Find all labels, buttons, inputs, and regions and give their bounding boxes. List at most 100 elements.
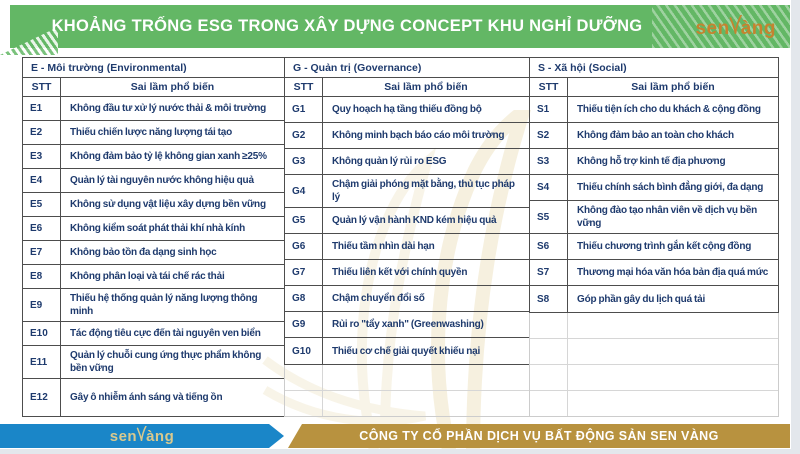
row-text: Quy hoạch hạ tầng thiếu đồng bộ <box>332 104 482 115</box>
row-text: Chậm giải phóng mặt bằng, thủ tục pháp l… <box>332 179 515 203</box>
table-row: S3 Không hỗ trợ kinh tế địa phương <box>530 149 778 175</box>
row-id: G2 <box>285 123 323 148</box>
row-id: S2 <box>530 123 568 148</box>
row-text: Không quản lý rủi ro ESG <box>332 156 447 167</box>
table-row: E11 Quản lý chuỗi cung ứng thực phẩm khô… <box>23 346 284 379</box>
table-row: E4 Quản lý tài nguyên nước không hiệu qu… <box>23 169 284 193</box>
table-row: G10 Thiếu cơ chế giải quyết khiếu nại <box>285 338 529 364</box>
row-id: E9 <box>23 289 61 321</box>
table-row: E12 Gây ô nhiễm ánh sáng và tiếng ồn <box>23 379 284 416</box>
row-text: Thiếu chương trình gắn kết cộng đồng <box>577 241 752 252</box>
group-title-environmental: E - Môi trường (Environmental) <box>23 58 284 78</box>
group-title-governance: G - Quản trị (Governance) <box>285 58 529 78</box>
table-row: S1 Thiếu tiện ích cho du khách & cộng đồ… <box>530 97 778 123</box>
banner-stripes-decoration <box>652 5 790 48</box>
table-row: E3 Không đảm bảo tỷ lệ không gian xanh ≥… <box>23 145 284 169</box>
table-row: S7 Thương mại hóa văn hóa bản địa quá mứ… <box>530 260 778 286</box>
row-id: E10 <box>23 322 61 345</box>
row-text: Không đảm bảo an toàn cho khách <box>577 130 734 141</box>
row-text: Không phân loại và tái chế rác thải <box>70 271 225 282</box>
row-id: E1 <box>23 97 61 120</box>
table-row: G1 Quy hoạch hạ tầng thiếu đồng bộ <box>285 97 529 123</box>
column-header-stt: STT <box>530 78 568 96</box>
column-header-mistake: Sai lầm phổ biến <box>384 81 468 93</box>
row-id: E6 <box>23 217 61 240</box>
row-text: Không sử dụng vật liệu xây dựng bền vững <box>70 199 266 210</box>
row-id: G10 <box>285 338 323 364</box>
group-title-social: S - Xã hội (Social) <box>530 58 778 78</box>
logo-text-prefix: sen <box>695 18 730 39</box>
table-row: E5 Không sử dụng vật liệu xây dựng bền v… <box>23 193 284 217</box>
row-id: G8 <box>285 286 323 311</box>
row-id: E11 <box>23 346 61 378</box>
row-id: S8 <box>530 286 568 312</box>
table-row: S5 Không đào tạo nhân viên về dịch vụ bề… <box>530 201 778 234</box>
logo-text-suffix: àng <box>740 18 776 39</box>
row-id: E4 <box>23 169 61 192</box>
row-text: Không minh bạch báo cáo môi trường <box>332 130 505 141</box>
row-text: Thương mại hóa văn hóa bản địa quá mức <box>577 267 769 278</box>
row-id: E2 <box>23 121 61 144</box>
table-row: E9 Thiếu hệ thống quản lý năng lượng thô… <box>23 289 284 322</box>
row-text: Thiếu chiến lược năng lượng tái tạo <box>70 127 233 138</box>
row-text: Góp phần gây du lịch quá tải <box>577 293 706 305</box>
table-group-governance: G - Quản trị (Governance) STT Sai lầm ph… <box>284 57 530 417</box>
row-id: G6 <box>285 234 323 259</box>
empty-rows-filler <box>284 365 530 417</box>
slide: KHOẢNG TRỐNG ESG TRONG XÂY DỰNG CONCEPT … <box>0 0 791 449</box>
row-id: S7 <box>530 260 568 285</box>
page-title: KHOẢNG TRỐNG ESG TRONG XÂY DỰNG CONCEPT … <box>51 17 643 35</box>
table-row: G5 Quản lý vận hành KND kém hiệu quả <box>285 208 529 234</box>
row-text: Thiếu hệ thống quản lý năng lượng thông … <box>70 293 258 317</box>
row-id: E7 <box>23 241 61 264</box>
row-text: Thiếu cơ chế giải quyết khiếu nại <box>332 345 481 357</box>
row-text: Gây ô nhiễm ánh sáng và tiếng ồn <box>70 392 223 403</box>
table-row: G8 Chậm chuyển đổi số <box>285 286 529 312</box>
row-id: G7 <box>285 260 323 285</box>
row-id: E3 <box>23 145 61 168</box>
table-row: G6 Thiếu tầm nhìn dài hạn <box>285 234 529 260</box>
row-text: Không đảm bảo tỷ lệ không gian xanh ≥25% <box>70 151 267 162</box>
row-text: Không đầu tư xử lý nước thải & môi trườn… <box>70 103 267 114</box>
table-row: S4 Thiếu chính sách bình đẳng giới, đa d… <box>530 175 778 201</box>
row-text: Không kiểm soát phát thải khí nhà kính <box>70 223 246 234</box>
column-header-mistake: Sai lầm phổ biến <box>631 81 715 93</box>
empty-rows-filler <box>529 313 779 417</box>
row-id: E8 <box>23 265 61 288</box>
row-text: Quản lý vận hành KND kém hiệu quả <box>332 215 497 226</box>
table-row: G3 Không quản lý rủi ro ESG <box>285 149 529 175</box>
table-group-social: S - Xã hội (Social) STT Sai lầm phổ biến… <box>529 57 779 417</box>
leaf-icon <box>729 14 742 39</box>
table-row: E1 Không đầu tư xử lý nước thải & môi tr… <box>23 97 284 121</box>
row-id: S3 <box>530 149 568 174</box>
row-id: S1 <box>530 97 568 122</box>
row-id: G1 <box>285 97 323 122</box>
row-text: Quản lý tài nguyên nước không hiệu quả <box>70 175 254 186</box>
row-id: G3 <box>285 149 323 174</box>
senvang-logo-header: sen àng <box>695 14 776 40</box>
row-id: S5 <box>530 201 568 233</box>
row-text: Quản lý chuỗi cung ứng thực phẩm không b… <box>70 350 262 374</box>
table-row: E2 Thiếu chiến lược năng lượng tái tạo <box>23 121 284 145</box>
senvang-logo-footer: sen àng <box>0 424 284 448</box>
leaf-icon <box>137 426 146 446</box>
row-text: Rủi ro "tẩy xanh" (Greenwashing) <box>332 319 484 330</box>
row-id: E5 <box>23 193 61 216</box>
table-row: S8 Góp phần gây du lịch quá tải <box>530 286 778 312</box>
row-text: Không hỗ trợ kinh tế địa phương <box>577 156 726 167</box>
logo-text-suffix: àng <box>146 427 175 445</box>
row-text: Thiếu tầm nhìn dài hạn <box>332 241 435 252</box>
row-id: E12 <box>23 379 61 416</box>
column-header-stt: STT <box>23 78 61 96</box>
column-header-mistake: Sai lầm phổ biến <box>130 81 215 93</box>
row-id: S4 <box>530 175 568 200</box>
row-text: Thiếu chính sách bình đẳng giới, đa dạng <box>577 182 764 193</box>
table-row: S6 Thiếu chương trình gắn kết cộng đồng <box>530 234 778 260</box>
esg-gap-table: E - Môi trường (Environmental) STT Sai l… <box>22 57 781 417</box>
row-id: G4 <box>285 175 323 207</box>
company-name: CÔNG TY CỔ PHẦN DỊCH VỤ BẤT ĐỘNG SẢN SEN… <box>288 424 790 448</box>
table-group-environmental: E - Môi trường (Environmental) STT Sai l… <box>22 57 285 417</box>
table-row: S2 Không đảm bảo an toàn cho khách <box>530 123 778 149</box>
table-row: E10 Tác động tiêu cực đến tài nguyên ven… <box>23 322 284 346</box>
row-text: Chậm chuyển đổi số <box>332 293 425 304</box>
